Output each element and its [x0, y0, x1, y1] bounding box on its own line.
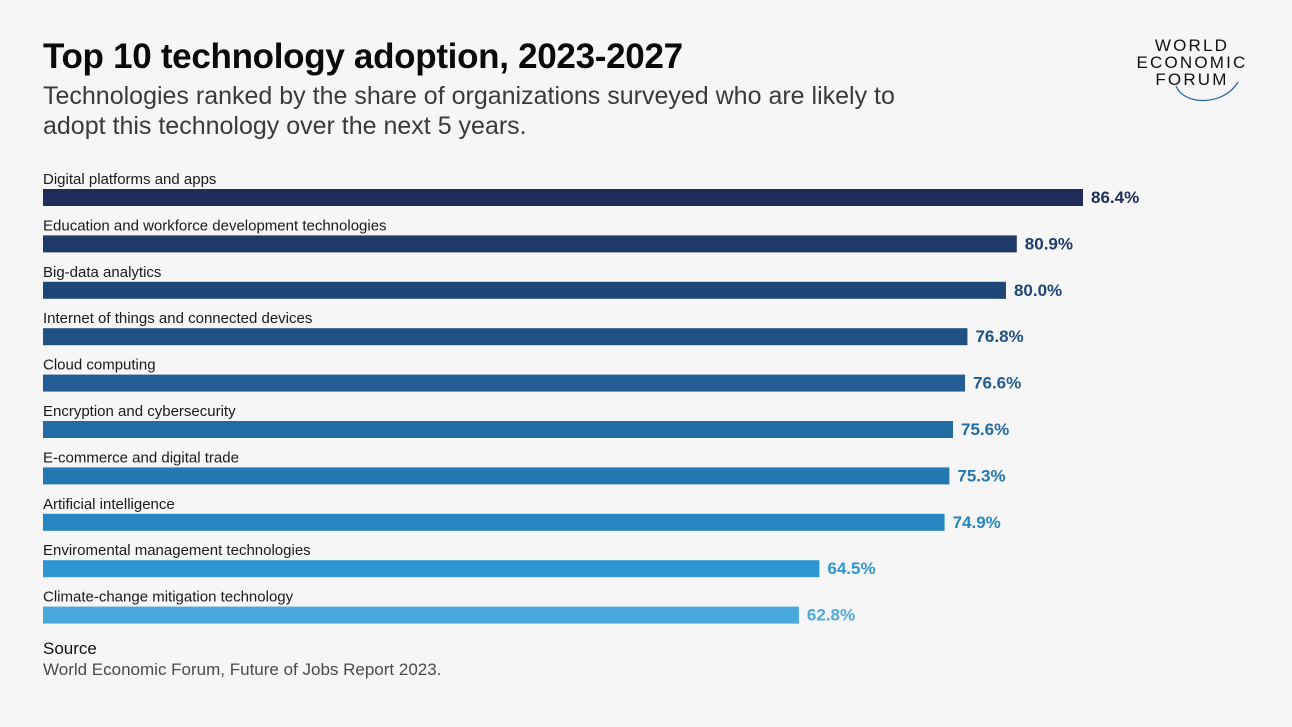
bar: [43, 606, 799, 624]
wef-logo: WORLD ECONOMIC FORUM: [1124, 34, 1260, 110]
value-label: 86.4%: [1091, 188, 1139, 207]
bar: [43, 467, 950, 485]
bar: [43, 281, 1006, 299]
chart-subtitle: Technologies ranked by the share of orga…: [43, 82, 895, 140]
source-text: World Economic Forum, Future of Jobs Rep…: [43, 660, 442, 679]
category-label: Education and workforce development tech…: [43, 217, 387, 234]
category-label: Internet of things and connected devices: [43, 310, 312, 327]
bar: [43, 328, 968, 346]
value-label: 64.5%: [827, 559, 875, 578]
category-label: Encryption and cybersecurity: [43, 403, 236, 420]
bar: [43, 513, 945, 531]
bar: [43, 235, 1017, 253]
value-label: 76.6%: [973, 374, 1021, 393]
value-label: 74.9%: [953, 513, 1001, 532]
bar: [43, 374, 966, 392]
category-label: E-commerce and digital trade: [43, 449, 239, 466]
category-label: Enviromental management technologies: [43, 542, 311, 559]
logo-line-3: FORUM: [1155, 70, 1229, 89]
source-label: Source: [43, 639, 97, 658]
value-label: 76.8%: [975, 327, 1023, 346]
chart-title: Top 10 technology adoption, 2023-2027: [43, 37, 683, 76]
value-label: 75.3%: [957, 466, 1005, 485]
bar: [43, 421, 953, 438]
value-label: 75.6%: [961, 420, 1009, 439]
bar: [43, 560, 820, 578]
category-label: Digital platforms and apps: [43, 171, 216, 188]
category-label: Cloud computing: [43, 357, 156, 374]
logo-line-2: ECONOMIC: [1136, 53, 1248, 72]
value-label: 80.9%: [1025, 234, 1073, 253]
category-label: Climate-change mitigation technology: [43, 589, 294, 606]
category-label: Artificial intelligence: [43, 496, 175, 513]
bar: [43, 189, 1083, 206]
value-label: 80.0%: [1014, 281, 1062, 300]
logo-arc-icon: [1175, 81, 1239, 102]
logo-line-1: WORLD: [1154, 36, 1230, 55]
value-label: 62.8%: [807, 606, 855, 625]
category-label: Big-data analytics: [43, 264, 161, 281]
